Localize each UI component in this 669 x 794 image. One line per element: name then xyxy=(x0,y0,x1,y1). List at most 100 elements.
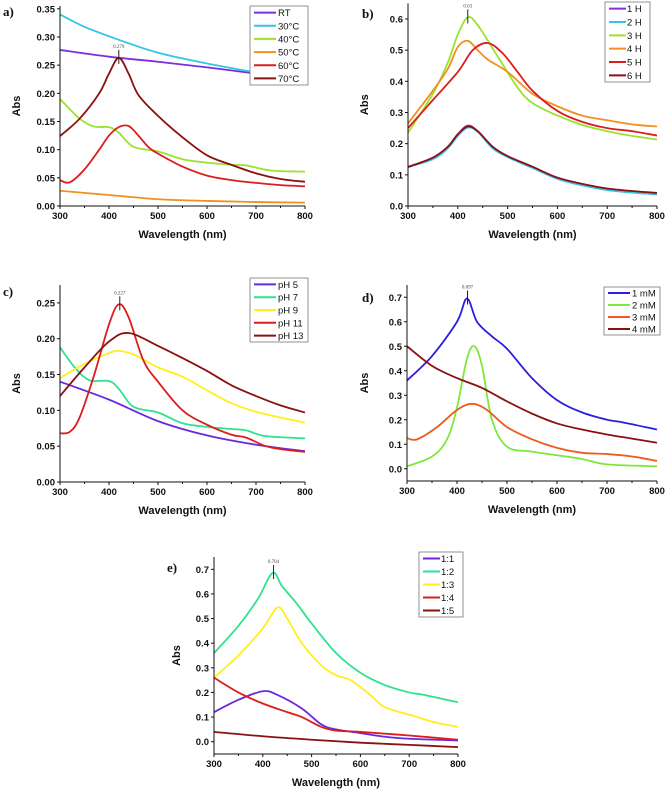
series-line-6-H xyxy=(407,125,658,194)
x-tick-label: 600 xyxy=(199,487,215,498)
series-line-30-C xyxy=(59,13,257,74)
series-line-pH-9 xyxy=(59,349,306,424)
x-tick-label: 700 xyxy=(401,759,417,770)
x-tick-label: 800 xyxy=(649,486,665,497)
series-line-1-5 xyxy=(213,730,459,749)
x-tick-label: 400 xyxy=(255,759,271,770)
panel-b: 300 400 500 600 700 800 0.0 0.1 0.2 0.3 0.4 0.5 0.6 W… xyxy=(359,1,665,241)
panel-label: a) xyxy=(3,4,14,19)
legend-label: 1:2 xyxy=(441,567,454,578)
x-tick-label: 300 xyxy=(206,759,222,770)
legend: pH 5 pH 7 pH 9pH 11 pH 13 xyxy=(249,277,309,343)
panel-a: 300 400 500 600 700 800 0.00 0.05 0.10 0.15 0.20 0.… xyxy=(3,4,313,241)
y-tick-label: 0.2 xyxy=(390,139,403,150)
y-tick-label: 0.7 xyxy=(389,293,402,304)
peak-annotation: 0.227 xyxy=(114,291,126,296)
y-tick-label: 0.2 xyxy=(389,415,402,426)
y-tick-label: 0.6 xyxy=(389,317,402,328)
peak-annotation: 0.63 xyxy=(463,4,472,9)
x-tick-label: 400 xyxy=(101,487,117,498)
y-tick-label: 0.30 xyxy=(37,32,56,43)
y-tick-label: 0.05 xyxy=(37,173,56,184)
x-tick-label: 500 xyxy=(150,487,166,498)
legend-label: 3 mM xyxy=(632,313,656,324)
x-axis-label: Wavelength (nm) xyxy=(138,505,227,517)
y-tick-label: 0.2 xyxy=(196,688,209,699)
y-tick-label: 0.00 xyxy=(37,202,56,213)
legend-label: pH 9 xyxy=(278,306,298,317)
y-tick-label: 0.05 xyxy=(37,442,56,453)
legend-label: 1:4 xyxy=(441,593,454,604)
y-tick-label: 0.3 xyxy=(196,663,209,674)
series-line-2-H xyxy=(407,126,658,196)
y-axis-label: Abs xyxy=(11,96,23,117)
y-tick-label: 0.25 xyxy=(37,61,56,72)
y-axis-label: Abs xyxy=(359,94,371,115)
x-axis-label: Wavelength (nm) xyxy=(138,229,227,241)
y-tick-label: 0.1 xyxy=(389,440,403,451)
series-line-1-4 xyxy=(213,676,459,741)
x-tick-label: 300 xyxy=(52,487,68,498)
y-tick-label: 0.00 xyxy=(37,478,56,489)
x-tick-label: 500 xyxy=(500,211,516,222)
x-axis-label: Wavelength (nm) xyxy=(488,504,577,516)
x-tick-label: 500 xyxy=(150,211,166,222)
panel-label: c) xyxy=(3,284,13,299)
x-axis-label: Wavelength (nm) xyxy=(292,777,381,789)
y-tick-label: 0.7 xyxy=(196,565,209,576)
y-tick-label: 0.1 xyxy=(390,170,404,181)
panel-label: b) xyxy=(362,6,374,21)
series-line-2-mM xyxy=(406,345,658,468)
series-line-pH-13 xyxy=(59,332,306,414)
series-line-pH-7 xyxy=(59,346,306,440)
y-axis-label: Abs xyxy=(11,373,23,394)
legend-label: 30°C xyxy=(278,21,299,32)
legend: 1 H 2 H 3 H 4 H 5 H 6 H xyxy=(604,1,651,83)
panel-d: 300 400 500 600 700 800 0.0 0.1 0.2 0.3 0.4 0.5 0.6 0… xyxy=(359,285,665,516)
y-tick-label: 0.35 xyxy=(37,4,56,15)
series-line-1-2 xyxy=(213,571,459,704)
y-tick-label: 0.0 xyxy=(389,464,402,475)
series-line-70-C xyxy=(59,56,306,183)
series-line-pH-11 xyxy=(59,303,306,453)
legend-label: 60°C xyxy=(278,61,299,72)
y-tick-label: 0.6 xyxy=(390,14,403,25)
peak-annotation: 0.697 xyxy=(462,285,474,290)
legend-label: 40°C xyxy=(278,34,299,45)
series-line-1-3 xyxy=(213,606,459,728)
legend-label: 1 mM xyxy=(632,289,656,300)
legend-label: 2 mM xyxy=(632,301,656,312)
y-tick-label: 0.5 xyxy=(390,46,404,57)
legend-box xyxy=(249,5,309,86)
series-line-4-H xyxy=(407,39,658,128)
panel-label: e) xyxy=(167,560,177,575)
y-tick-label: 0.4 xyxy=(196,639,210,650)
y-axis-label: Abs xyxy=(171,645,183,666)
series-line-1-1 xyxy=(213,690,459,742)
panel-label: d) xyxy=(362,290,374,305)
x-tick-label: 600 xyxy=(549,486,565,497)
series-line-1-H xyxy=(407,124,658,195)
series-line-5-H xyxy=(407,42,658,137)
x-tick-label: 800 xyxy=(649,211,665,222)
legend-label: RT xyxy=(278,8,291,19)
x-tick-label: 600 xyxy=(199,211,215,222)
x-tick-label: 600 xyxy=(352,759,368,770)
y-tick-label: 0.3 xyxy=(389,391,402,402)
legend-label: 70°C xyxy=(278,74,299,85)
y-tick-label: 0.20 xyxy=(37,89,56,100)
x-tick-label: 300 xyxy=(399,486,415,497)
legend: RT 30°C 40°C 50°C 60°C 70°C xyxy=(249,5,309,86)
x-tick-label: 300 xyxy=(52,211,68,222)
y-tick-label: 0.10 xyxy=(37,406,56,417)
x-tick-label: 400 xyxy=(449,486,465,497)
y-tick-label: 0.0 xyxy=(390,202,403,213)
y-tick-label: 0.15 xyxy=(37,117,56,128)
y-tick-label: 0.5 xyxy=(389,342,403,353)
x-tick-label: 800 xyxy=(297,211,313,222)
y-tick-label: 0.3 xyxy=(390,108,403,119)
series-line-RT xyxy=(59,49,257,75)
x-tick-label: 800 xyxy=(297,487,313,498)
legend-label: 1 H xyxy=(627,4,642,15)
series-line-60-C xyxy=(59,124,306,188)
